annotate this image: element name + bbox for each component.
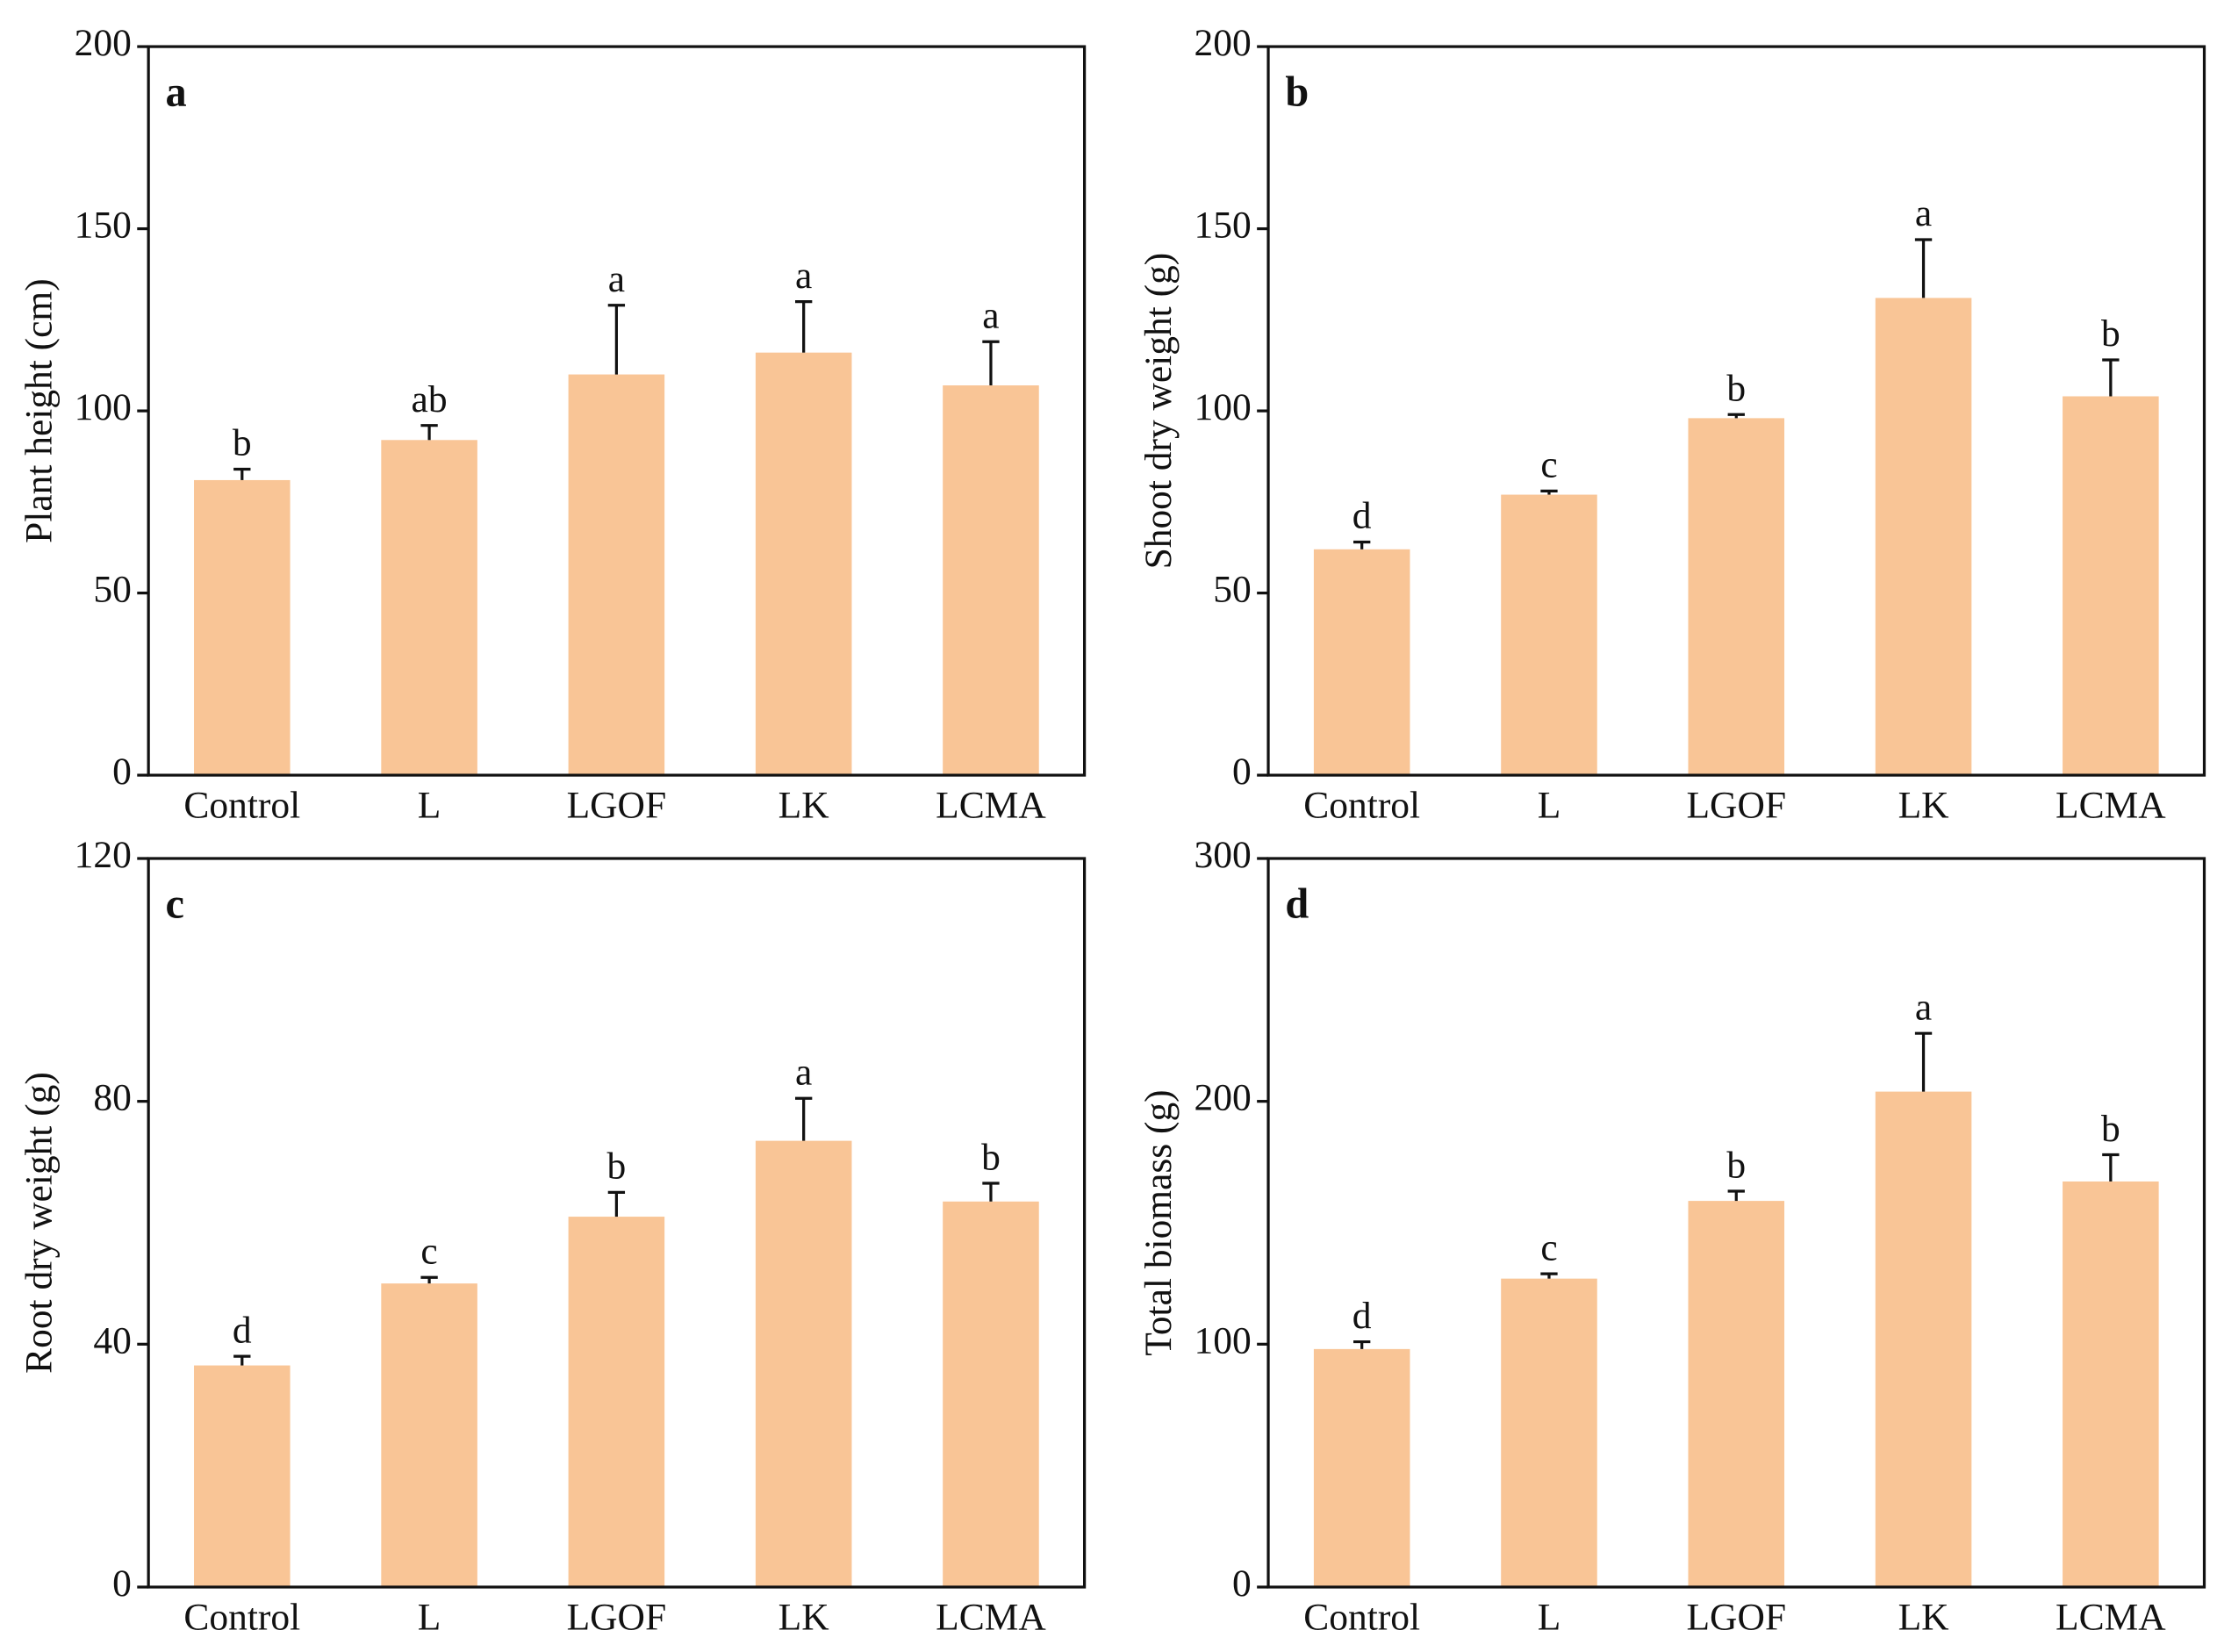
y-tick-label: 100 [75, 386, 132, 428]
significance-letter: b [2101, 1108, 2120, 1150]
bar [568, 1217, 665, 1588]
bar [2063, 1181, 2159, 1588]
significance-letter: a [795, 255, 812, 297]
y-tick-label: 300 [1194, 834, 1251, 876]
y-tick-label: 120 [75, 834, 132, 876]
bar [1501, 1278, 1597, 1588]
x-tick-label: LK [778, 785, 829, 827]
x-tick-label: LCMA [936, 785, 1046, 827]
x-tick-label: LGOF [567, 1597, 667, 1639]
plot-frame [147, 45, 1087, 777]
x-tick-label: LCMA [2056, 785, 2166, 827]
y-tick-label: 50 [93, 569, 131, 611]
x-tick-label: LCMA [936, 1597, 1046, 1639]
significance-letter: a [1915, 986, 1932, 1028]
x-tick-label: L [418, 1597, 441, 1639]
y-tick-label: 0 [112, 751, 132, 793]
significance-letter: a [1915, 192, 1932, 234]
bar [755, 1140, 852, 1588]
bar [1313, 1348, 1410, 1588]
panel-label: d [1285, 880, 1309, 927]
plot-frame [147, 857, 1087, 1589]
y-tick-label: 200 [1194, 22, 1251, 64]
significance-letter: b [981, 1136, 1001, 1178]
significance-letter: a [608, 258, 625, 300]
bar [1875, 298, 1972, 776]
y-tick-label: 150 [1194, 205, 1251, 247]
x-tick-label: Control [1303, 785, 1420, 827]
bar [755, 352, 852, 776]
x-tick-label: LK [1898, 1597, 1949, 1639]
panel-label: b [1285, 68, 1309, 115]
y-tick-label: 0 [1232, 751, 1252, 793]
panel-label: a [165, 68, 186, 115]
y-tick-label: 0 [1232, 1562, 1252, 1605]
y-tick-label: 80 [93, 1077, 131, 1119]
significance-letter: c [1540, 1226, 1557, 1268]
y-tick-label: 100 [1194, 1319, 1251, 1361]
y-axis-label: Plant height (cm) [18, 278, 60, 542]
y-tick-label: 100 [1194, 386, 1251, 428]
y-axis-label: Shoot dry weight (g) [1137, 253, 1180, 570]
x-tick-label: LGOF [1686, 1597, 1786, 1639]
significance-letter: a [982, 294, 999, 336]
significance-letter: a [795, 1051, 812, 1093]
y-tick-label: 50 [1213, 569, 1251, 611]
x-tick-label: L [1538, 1597, 1561, 1639]
bar [1688, 418, 1785, 776]
x-tick-label: Control [183, 1597, 300, 1639]
significance-letter: ab [412, 378, 448, 420]
x-tick-label: Control [1303, 1597, 1420, 1639]
x-tick-label: LCMA [2056, 1597, 2166, 1639]
x-tick-label: Control [183, 785, 300, 827]
x-tick-label: LGOF [567, 785, 667, 827]
bar [381, 440, 477, 776]
significance-letter: b [1726, 1144, 1746, 1186]
significance-letter: d [1352, 495, 1372, 537]
bar [568, 374, 665, 776]
significance-letter: b [2101, 312, 2120, 355]
plot-frame [1266, 857, 2206, 1589]
x-tick-label: LGOF [1686, 785, 1786, 827]
significance-letter: c [420, 1231, 437, 1273]
bar [943, 1201, 1039, 1588]
plot-frame [1266, 45, 2206, 777]
bar [194, 1365, 291, 1588]
significance-letter: b [1726, 367, 1746, 409]
y-axis-label: Root dry weight (g) [18, 1072, 60, 1374]
significance-letter: d [1352, 1295, 1372, 1337]
significance-letter: b [233, 422, 252, 464]
x-tick-label: L [418, 785, 441, 827]
bar [1688, 1201, 1785, 1588]
y-tick-label: 200 [75, 22, 132, 64]
significance-letter: d [233, 1309, 252, 1351]
y-tick-label: 200 [1194, 1077, 1251, 1119]
y-tick-label: 0 [112, 1562, 132, 1605]
y-tick-label: 150 [75, 205, 132, 247]
bar [381, 1283, 477, 1588]
bar [943, 385, 1039, 776]
panel-label: c [165, 880, 183, 927]
x-tick-label: LK [1898, 785, 1949, 827]
bar [1875, 1091, 1972, 1588]
bar [1313, 549, 1410, 776]
significance-letter: c [1540, 444, 1557, 486]
y-axis-label: Total biomass (g) [1137, 1089, 1180, 1355]
x-tick-label: L [1538, 785, 1561, 827]
significance-letter: b [607, 1146, 627, 1188]
bar [1501, 494, 1597, 776]
bar [2063, 396, 2159, 776]
bar [194, 479, 291, 776]
x-tick-label: LK [778, 1597, 829, 1639]
y-tick-label: 40 [93, 1319, 131, 1361]
